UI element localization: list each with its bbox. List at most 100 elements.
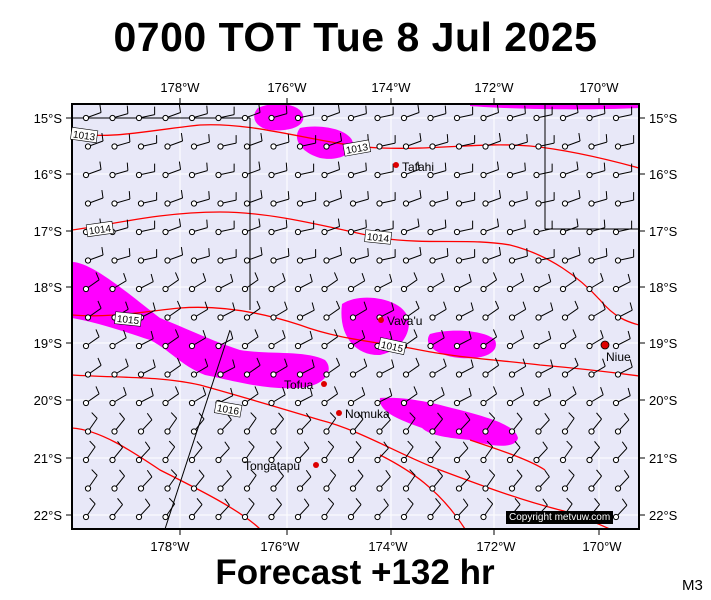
wind-barb [190, 358, 209, 378]
wind-barb [588, 412, 602, 435]
wind-barb [323, 357, 341, 378]
wind-barb [135, 387, 154, 407]
wind-barb [374, 387, 393, 407]
wind-barb [533, 441, 548, 464]
wind-barb [508, 301, 527, 321]
wind-barb [137, 412, 153, 435]
wind-barb [109, 498, 123, 521]
wind-barb [82, 440, 96, 464]
wind-barb [588, 358, 606, 378]
wind-barb [427, 273, 445, 293]
lat-label: 17°S [649, 224, 678, 239]
wind-barb [215, 498, 230, 521]
map-title: 0700 TOT Tue 8 Jul 2025 [113, 14, 598, 60]
wind-barb [349, 412, 364, 435]
wind-barb [349, 191, 369, 207]
town-tongatapu: Tongatapu [244, 459, 319, 473]
wind-barb [243, 247, 263, 264]
wind-barb [296, 359, 315, 378]
wind-barb [162, 161, 182, 179]
wind-barb [162, 329, 180, 350]
wind-barb [296, 302, 315, 321]
wind-barb [400, 386, 418, 407]
lon-label: 176°W [267, 80, 307, 95]
lat-label: 16°S [649, 167, 678, 182]
wind-barb [508, 134, 528, 150]
wind-barb [482, 247, 502, 264]
wind-barb [347, 498, 362, 521]
wind-barb [321, 218, 341, 236]
wind-barbs [82, 104, 635, 521]
isobar-label: 1013 [342, 139, 372, 157]
wind-barb [349, 248, 369, 264]
wind-barb [561, 357, 579, 378]
town-markers: Tafahi Vava'u Niue Tofua Nomuka Tongatap… [244, 160, 631, 473]
wind-barb [402, 357, 420, 378]
wind-barb [533, 163, 553, 179]
wind-barb [135, 220, 156, 236]
svg-text:1013: 1013 [345, 142, 369, 157]
wind-barb [374, 498, 389, 521]
wind-barb [429, 248, 449, 264]
wind-barb [535, 469, 550, 492]
forecast-label: Forecast +132 hr [215, 553, 495, 592]
wind-barb [402, 133, 422, 150]
wind-barb [162, 497, 176, 521]
wind-barb [559, 272, 577, 293]
lon-label: 178°W [150, 539, 190, 554]
wind-barb [84, 412, 98, 435]
wind-barb [588, 469, 602, 492]
wind-barb [270, 248, 290, 264]
wind-barb [294, 330, 313, 350]
wind-barb [612, 441, 628, 464]
wind-barb [294, 273, 313, 293]
wind-barb [111, 412, 125, 435]
wind-barb [321, 440, 335, 464]
wind-barb [614, 302, 633, 321]
svg-text:Tongatapu: Tongatapu [244, 459, 300, 473]
wind-barb [559, 218, 579, 236]
wind-barb [506, 162, 526, 179]
wind-barb [612, 387, 631, 407]
wind-barb [586, 330, 604, 350]
wind-barb [614, 192, 635, 207]
wind-barb [323, 300, 341, 321]
wind-barb [614, 469, 630, 492]
wind-barb [243, 300, 261, 321]
wind-barb [294, 163, 315, 179]
wind-barb [347, 162, 367, 179]
wind-barb [321, 329, 339, 350]
wind-barb [612, 273, 631, 293]
svg-text:1014: 1014 [366, 232, 390, 245]
wind-barb [111, 134, 131, 150]
wind-barb [241, 440, 255, 464]
wind-barb [535, 249, 555, 264]
wind-barb [561, 247, 581, 264]
wind-barb [612, 498, 628, 521]
wind-barb [588, 248, 608, 264]
lon-labels-top: 178°W 176°W 174°W 172°W 170°W [160, 80, 619, 95]
wind-barb [188, 330, 207, 350]
svg-text:1013: 1013 [72, 130, 96, 144]
wind-barb [217, 135, 237, 150]
wind-barb [559, 329, 577, 350]
wind-barb [586, 219, 606, 236]
wind-barb [559, 104, 579, 122]
wind-barb [376, 192, 396, 207]
wind-barb [586, 441, 600, 464]
wind-barb [217, 192, 237, 207]
lat-label: 16°S [34, 167, 63, 182]
wind-barb [347, 105, 367, 122]
wind-barb [376, 359, 395, 378]
wind-barb [162, 218, 182, 236]
wind-barb [400, 218, 420, 236]
wind-barb [376, 412, 391, 435]
lat-label: 22°S [34, 508, 63, 523]
svg-text:1015: 1015 [116, 314, 140, 327]
wind-barb [535, 412, 550, 435]
wind-barb [84, 247, 104, 264]
wind-barb [270, 134, 290, 150]
wind-barb [323, 190, 343, 207]
wind-barb [455, 249, 476, 264]
wind-barb [321, 497, 335, 521]
